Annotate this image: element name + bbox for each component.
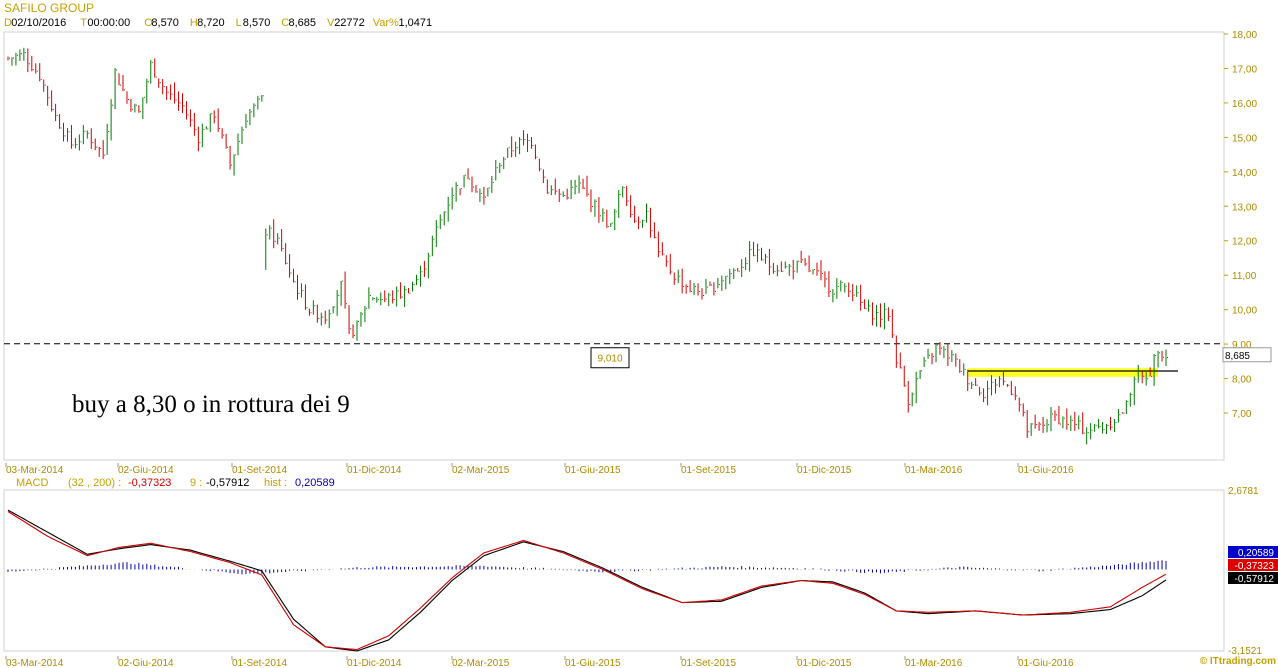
ohlc-value: 00:00:00	[87, 17, 130, 29]
ohlc-value: 8,570	[151, 17, 179, 29]
x-tick-label: 03-Mar-2014	[6, 658, 64, 668]
x-tick-label: 01-Giu-2015	[565, 465, 621, 476]
ohlc-value: 8,570	[243, 17, 271, 29]
price-frame	[3, 31, 1225, 461]
price-y-tick-label: 8,00	[1232, 375, 1252, 386]
signal-line	[7, 509, 1167, 652]
macd-badge-label: -0,37323	[1235, 561, 1275, 572]
macd-badge	[1228, 572, 1278, 584]
x-tick-label: 02-Giu-2014	[118, 465, 174, 476]
x-tick-label: 01-Set-2015	[681, 658, 736, 668]
macd-badge	[1228, 559, 1278, 571]
macd-x-axis: 03-Mar-2014 02-Giu-2014 01-Set-2014 01-Dic-…	[5, 656, 1074, 668]
x-tick-label: 01-Set-2014	[232, 658, 287, 668]
x-tick-label: 01-Mar-2016	[905, 465, 963, 476]
price-y-tick-label: 18,00	[1232, 30, 1257, 41]
macd-header-part: -0,37323	[128, 477, 171, 489]
x-tick-label: 01-Set-2014	[232, 465, 287, 476]
ohlc-key: V	[327, 17, 335, 29]
x-tick-label: 01-Mar-2016	[905, 658, 963, 668]
ohlc-value: 02/10/2016	[11, 17, 66, 29]
macd-y-tick-label: -3,1521	[1228, 646, 1262, 657]
macd-header-part: hist :	[264, 477, 287, 489]
price-y-tick-label: 7,00	[1232, 409, 1252, 420]
price-y-tick-label: 16,00	[1232, 99, 1257, 110]
level-label-box	[590, 347, 630, 369]
macd-header-part: (32 , 200) :	[68, 477, 121, 489]
macd-frame	[3, 489, 1225, 652]
x-tick-label: 01-Giu-2016	[1018, 465, 1074, 476]
ohlc-key: H	[190, 17, 198, 29]
x-tick-label: 02-Giu-2014	[118, 658, 174, 668]
price-y-tick-label: 12,00	[1232, 237, 1257, 248]
trade-note: buy a 8,30 o in rottura dei 9	[72, 391, 350, 418]
price-y-tick-label: 15,00	[1232, 133, 1257, 144]
ohlc-value: 8,720	[197, 17, 225, 29]
price-y-tick-label: 17,00	[1232, 64, 1257, 75]
macd-badge	[1228, 546, 1278, 558]
x-tick-label: 01-Dic-2014	[347, 465, 402, 476]
x-tick-label: 01-Dic-2015	[797, 465, 852, 476]
macd-header-part: 0,20589	[295, 477, 335, 489]
macd-header: MACD (32 , 200) : -0,37323 9 : -0,57912 hist …	[16, 477, 335, 489]
price-y-tick-label: 11,00	[1232, 271, 1257, 282]
last-price-label: 8,685	[1225, 351, 1250, 362]
price-y-tick-label: 13,00	[1232, 202, 1257, 213]
chart-title: SAFILO GROUP	[4, 1, 94, 15]
macd-panel: 2,6781 -3,1521 0,20589 -0,37323 -0,57912	[3, 486, 1278, 657]
ohlc-readout: D 02/10/2016 T 00:00:00 O8,570 H 8,720 L 8,570 C 8…	[4, 17, 432, 29]
x-tick-label: 02-Mar-2015	[452, 658, 510, 668]
ohlc-value: 1,0471	[399, 17, 433, 29]
ohlc-key: Var%	[373, 17, 399, 29]
macd-badge-label: -0,57912	[1235, 574, 1275, 585]
price-y-tick-label: 14,00	[1232, 168, 1257, 179]
macd-header-part: 9 :	[190, 477, 202, 489]
ohlc-key: L	[236, 17, 242, 29]
macd-badge-label: 0,20589	[1238, 548, 1275, 559]
price-panel: 18,00 17,00 16,00 15,00 14,00 13,00 12,00 11,00…	[3, 30, 1272, 461]
price-y-tick-label: 10,00	[1232, 306, 1257, 317]
copyright-label: © ITtrading.com	[1200, 656, 1276, 667]
macd-header-part: MACD	[16, 477, 48, 489]
ohlc-value: 8,685	[289, 17, 317, 29]
buy-zone	[967, 368, 1159, 377]
macd-line	[7, 511, 1167, 651]
ohlc-key: T	[80, 17, 87, 29]
ohlc-key: C	[281, 17, 289, 29]
last-price-box	[1222, 347, 1272, 363]
x-tick-label: 01-Dic-2014	[347, 658, 402, 668]
ohlc-key: O	[144, 17, 153, 29]
ohlc-value: 22772	[334, 17, 365, 29]
x-tick-label: 02-Mar-2015	[452, 465, 510, 476]
price-y-tick-label: 9,00	[1232, 340, 1252, 351]
x-tick-label: 01-Giu-2015	[565, 658, 621, 668]
macd-y-tick-label: 2,6781	[1228, 486, 1259, 497]
x-tick-label: 01-Set-2015	[681, 465, 736, 476]
x-tick-label: 03-Mar-2014	[6, 465, 64, 476]
macd-header-part: -0,57912	[206, 477, 249, 489]
x-tick-label: 01-Giu-2016	[1018, 658, 1074, 668]
ohlc-key: D	[4, 17, 12, 29]
x-tick-label: 01-Dic-2015	[797, 658, 852, 668]
level-label: 9,010	[597, 354, 622, 365]
price-x-axis: 03-Mar-2014 02-Giu-2014 01-Set-2014 01-Dic-…	[5, 463, 1074, 476]
